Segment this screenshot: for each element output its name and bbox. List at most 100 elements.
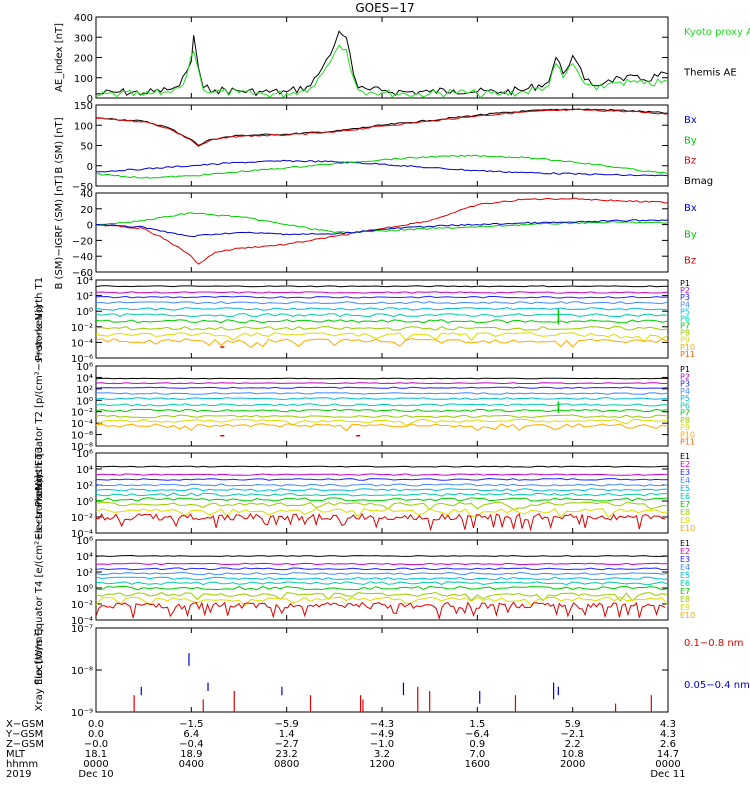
series-by xyxy=(96,154,669,179)
legend-entry: P5 xyxy=(680,307,690,316)
x-axis-value: −0.0 xyxy=(84,739,108,750)
y-axis-label: Protons Equator T2 [p/(cm²−s−sr−keV)] xyxy=(34,305,45,507)
flux-channel-noisy xyxy=(95,601,666,621)
y-axis-label: Electrons Equator T4 [e/(cm²−s−sr−keV)] xyxy=(34,475,45,685)
flux-channel-8 xyxy=(95,414,669,419)
legend-entry: P7 xyxy=(680,409,690,418)
legend-entry: P10 xyxy=(680,343,695,352)
x-axis-value: 0800 xyxy=(274,759,299,770)
legend-entry: Bmag xyxy=(684,176,713,187)
x-axis-value: 1.4 xyxy=(279,729,295,740)
flux-channel-5 xyxy=(95,307,669,311)
x-axis-value: −6.4 xyxy=(465,729,489,740)
x-axis-value: 7.0 xyxy=(469,749,485,760)
y-tick-label: 10⁻² xyxy=(71,513,93,524)
legend: 0.1−0.8 nm 0.05−0.4 nm xyxy=(684,638,750,691)
flux-channel-3 xyxy=(95,386,669,389)
x-axis-value: 0400 xyxy=(179,759,204,770)
y-tick-label: 40 xyxy=(80,189,93,200)
x-axis-value: 14.7 xyxy=(657,749,679,760)
y-tick-label: 10⁶ xyxy=(76,449,93,460)
y-tick-label: −40 xyxy=(72,252,93,263)
y-tick-label: 10⁻⁴ xyxy=(71,529,93,540)
x-axis-value: −1.0 xyxy=(370,739,394,750)
x-axis-start-date: Dec 10 xyxy=(78,769,113,780)
y-tick-label: 10⁶ xyxy=(76,362,93,373)
legend-entry: P4 xyxy=(680,300,690,309)
legend-entry: E7 xyxy=(680,500,690,509)
flux-channel-3 xyxy=(95,567,669,571)
y-tick-label: 10⁻⁴ xyxy=(71,616,93,627)
legend-entry: E3 xyxy=(680,468,690,477)
flux-channel-8 xyxy=(95,501,669,511)
flux-channel-3 xyxy=(95,477,669,481)
series-bz xyxy=(95,197,669,265)
y-tick-label: 10⁻² xyxy=(71,600,93,611)
series-bx xyxy=(95,159,669,177)
legend-entry: E8 xyxy=(680,508,690,517)
x-axis-value: 1600 xyxy=(465,759,490,770)
y-axis-label: Xray flux [W/m²] xyxy=(34,629,45,712)
flux-channel-9 xyxy=(95,596,669,607)
legend-entry: E8 xyxy=(680,595,690,604)
legend-entry: E9 xyxy=(680,516,690,525)
flux-channel-1 xyxy=(95,465,669,468)
x-axis-value: 18.9 xyxy=(180,749,202,760)
x-axis-table: X−GSM 0.0 −1.5 −5.9 −4.3 1.5 5.9 4.3 Y−GSM 0.0 6.4… xyxy=(5,719,686,780)
flux-channel-1 xyxy=(95,377,669,380)
panel-1: 0 100 200 300 400 AE_index [nT] Kyoto proxy AE… xyxy=(54,13,750,105)
flux-channel-9 xyxy=(95,418,669,426)
flux-channel-4 xyxy=(95,483,669,487)
flux-channel-6 xyxy=(95,492,669,497)
y-tick-label: 10⁻⁶ xyxy=(71,354,93,365)
flux-channel-2 xyxy=(95,473,669,476)
legend-entry: E1 xyxy=(680,539,690,548)
y-tick-label: 10⁻⁸ xyxy=(71,442,93,453)
flux-channel-6 xyxy=(95,313,669,318)
x-axis-row-label: MLT xyxy=(6,749,26,760)
flux-channel-6 xyxy=(96,581,669,586)
legend-entry: E5 xyxy=(680,484,690,493)
flux-channel-8 xyxy=(95,591,669,602)
legend-entry: E2 xyxy=(680,547,690,556)
legend-entry: Bx xyxy=(684,203,697,214)
flux-channel-2 xyxy=(95,562,669,566)
y-axis-label: B (SM)−IGRF (SM) [nT] xyxy=(54,175,65,289)
y-tick-label: 20 xyxy=(80,205,93,216)
x-axis-row-label: Z−GSM xyxy=(6,739,44,750)
panel-7: 10⁻⁴ 10⁻² 10⁰ 10² 10⁴ 10⁶ Electrons Equator T4… xyxy=(34,475,695,685)
x-axis-value: −2.1 xyxy=(561,729,585,740)
legend-entry: E5 xyxy=(680,571,690,580)
flux-channel-1 xyxy=(95,285,669,288)
x-axis-value: 6.4 xyxy=(183,729,199,740)
y-tick-label: 0 xyxy=(87,94,93,105)
y-axis-label: B (SM) [nT] xyxy=(54,117,65,173)
panel-6: 10⁻⁴ 10⁻² 10⁰ 10² 10⁴ 10⁶ Electrons North T3 E1… xyxy=(34,446,695,540)
y-axis-label: Protons North T1 xyxy=(34,277,45,361)
y-tick-label: 10⁻⁸ xyxy=(71,666,93,677)
legend-entry: P2 xyxy=(680,286,690,295)
flux-channel-7 xyxy=(95,319,669,324)
x-axis-value: 1.5 xyxy=(469,719,485,730)
y-tick-label: 10⁴ xyxy=(76,465,93,476)
y-tick-label: 10⁰ xyxy=(76,307,93,318)
y-tick-label: 0 xyxy=(87,162,93,173)
legend-entry: P5 xyxy=(680,394,690,403)
y-tick-label: 100 xyxy=(74,74,93,85)
legend-entry: P11 xyxy=(680,350,695,359)
legend-entry: 0.05−0.4 nm xyxy=(684,680,750,691)
legend-entry: Bz xyxy=(684,156,696,167)
y-tick-label: 10⁰ xyxy=(76,497,93,508)
y-tick-label: 150 xyxy=(74,101,93,112)
y-tick-label: 400 xyxy=(74,13,93,24)
series-bmag xyxy=(95,108,669,147)
legend-entry: E7 xyxy=(680,587,690,596)
y-tick-label: 10² xyxy=(76,481,93,492)
x-axis-value: 23.2 xyxy=(276,749,298,760)
